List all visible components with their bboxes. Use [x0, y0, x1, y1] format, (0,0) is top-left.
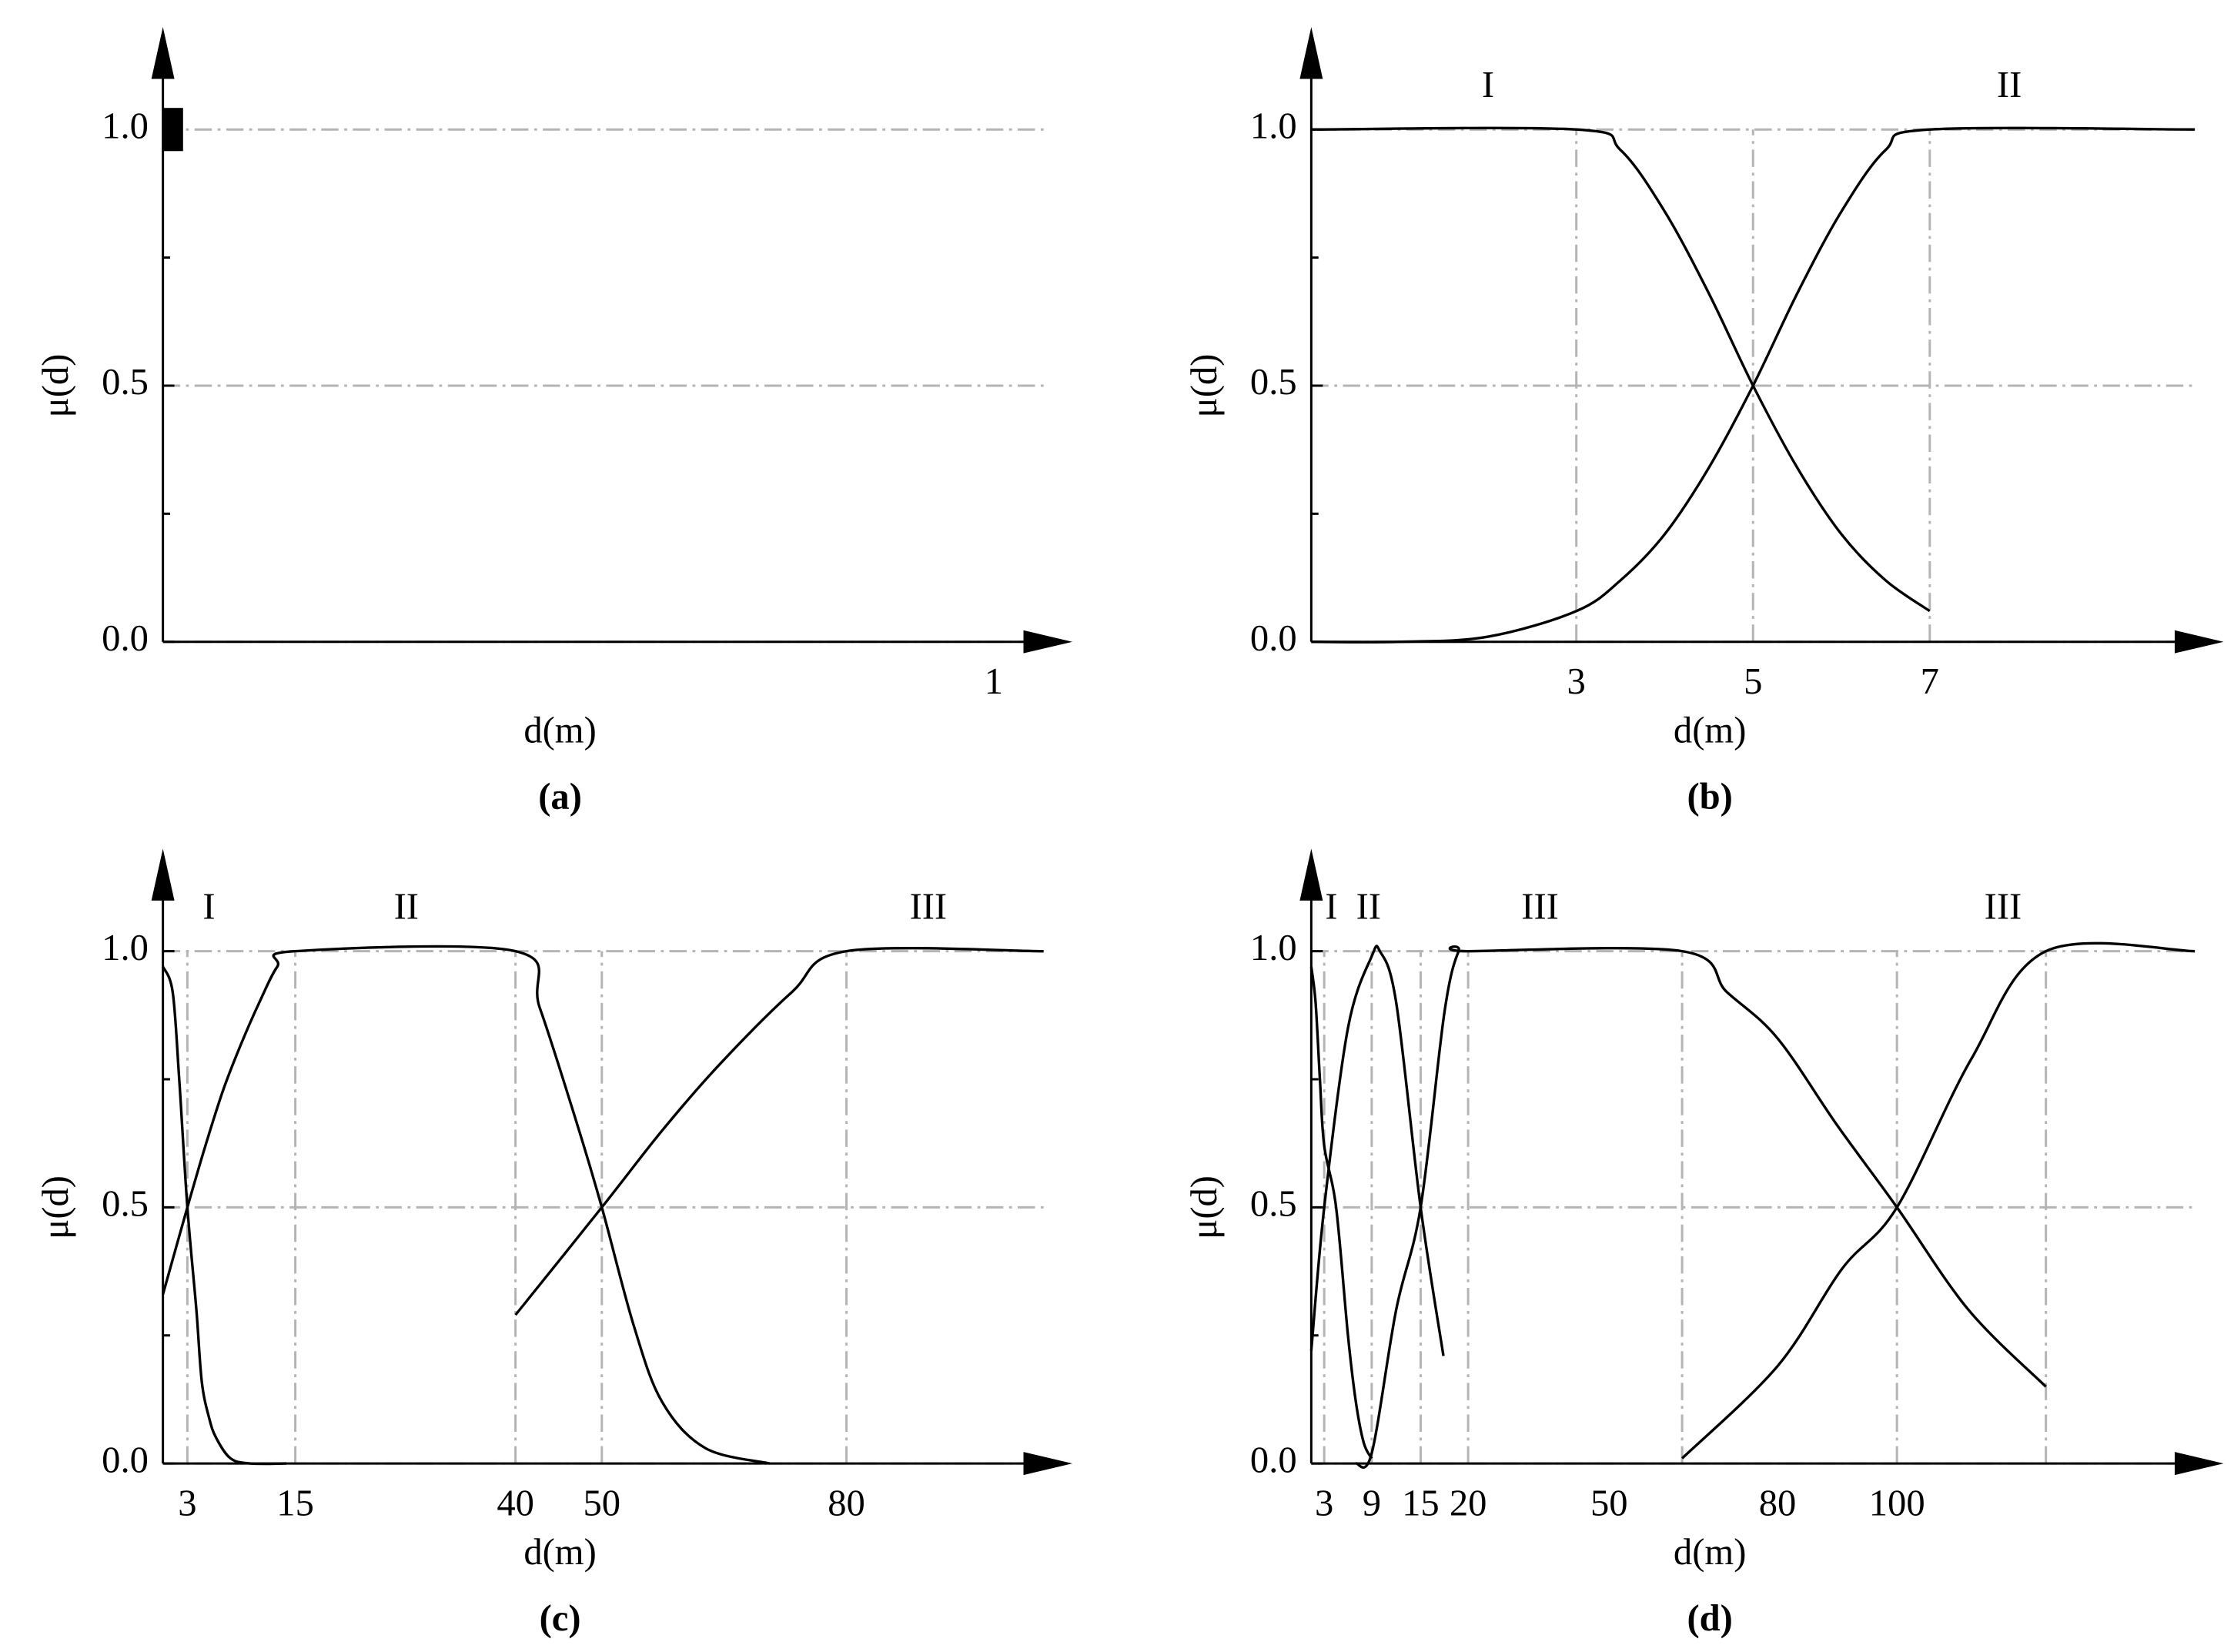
curve — [162, 965, 286, 1466]
curve — [1311, 126, 2196, 644]
curve-label: I — [202, 886, 215, 928]
curve-label: II — [1997, 64, 2022, 105]
marker — [162, 108, 183, 152]
x-tick-label: 80 — [828, 1482, 865, 1523]
panel-label: (d) — [1687, 1597, 1732, 1639]
x-axis-label: d(m) — [523, 710, 596, 751]
panel-label: (a) — [538, 776, 582, 818]
x-tick-label: 100 — [1869, 1482, 1925, 1523]
y-tick-label: 0.0 — [102, 1439, 149, 1480]
panel-label: (c) — [540, 1597, 581, 1639]
curve — [1309, 966, 1373, 1460]
x-tick-label: 7 — [1921, 660, 1939, 702]
curve — [1309, 945, 1445, 1356]
y-axis-arrow — [151, 27, 175, 79]
y-axis-arrow — [1299, 848, 1323, 901]
x-axis-arrow — [2174, 1452, 2224, 1476]
y-axis-label: μ(d) — [1183, 354, 1225, 418]
curve-label: III — [1985, 886, 2022, 928]
x-tick-label: 9 — [1363, 1482, 1381, 1523]
x-tick-label: 50 — [583, 1482, 620, 1523]
panel: 0.0 0.5 1.0 1 d(m) μ(d) (a) — [35, 27, 1073, 818]
y-tick-label: 0.5 — [1250, 361, 1297, 403]
curve — [1311, 126, 1931, 613]
curve — [1681, 941, 2196, 1460]
x-tick-label: 20 — [1450, 1482, 1487, 1523]
y-tick-label: 0.5 — [102, 1183, 149, 1225]
panel-label: (b) — [1687, 776, 1732, 818]
y-tick-label: 1.0 — [1250, 927, 1297, 968]
y-tick-label: 0.5 — [102, 361, 149, 403]
x-axis-label: d(m) — [1674, 710, 1746, 751]
panel: 0.00.51.03 15 40 50 80d(m)μ(d)(c)I II III — [35, 848, 1073, 1639]
y-tick-label: 0.0 — [102, 617, 149, 659]
y-tick-label: 0.5 — [1250, 1183, 1297, 1225]
x-tick-label: 80 — [1759, 1482, 1797, 1523]
x-tick-label: 3 — [1567, 660, 1586, 702]
curve-label: I — [1325, 886, 1337, 928]
y-tick-label: 1.0 — [102, 927, 149, 968]
x-axis-arrow — [2174, 630, 2224, 654]
x-axis-arrow — [1023, 1452, 1073, 1476]
curve — [1354, 945, 2047, 1469]
y-axis-arrow — [151, 848, 175, 901]
x-tick-label: 5 — [1744, 660, 1762, 702]
y-tick-label: 0.0 — [1250, 617, 1297, 659]
curve-label: III — [910, 886, 948, 928]
x-tick-label: 3 — [1315, 1482, 1333, 1523]
x-tick-label: 15 — [1402, 1482, 1440, 1523]
y-axis-label: μ(d) — [1183, 1175, 1225, 1239]
y-axis-label: μ(d) — [35, 354, 76, 418]
y-tick-label: 0.0 — [1250, 1439, 1297, 1480]
curve-label: II — [1356, 886, 1381, 928]
y-axis-arrow — [1299, 27, 1323, 79]
x-axis-label: d(m) — [1674, 1531, 1746, 1573]
x-axis-label: d(m) — [523, 1531, 596, 1573]
x-tick-label: 3 — [178, 1482, 196, 1523]
x-tick-label: 40 — [497, 1482, 534, 1523]
y-tick-label: 1.0 — [1250, 105, 1297, 146]
curve — [514, 947, 1044, 1316]
curve-label: II — [394, 886, 419, 928]
curve-label: III — [1521, 886, 1559, 928]
curve — [162, 945, 771, 1465]
panel: 0.00.51.03 5 7d(m)μ(d)(b)I II — [1183, 27, 2224, 818]
x-axis-arrow — [1023, 630, 1073, 654]
x-tick-label: 15 — [276, 1482, 314, 1523]
x-tick-label: 50 — [1590, 1482, 1628, 1523]
y-tick-label: 1.0 — [102, 105, 149, 146]
x-tick-label: 1 — [985, 660, 1003, 702]
curve-label: I — [1482, 64, 1494, 105]
y-axis-label: μ(d) — [35, 1175, 76, 1239]
